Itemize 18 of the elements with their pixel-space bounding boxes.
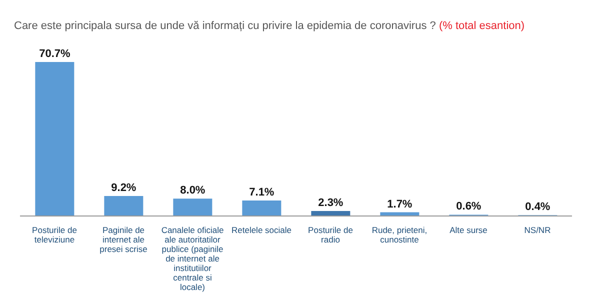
data-label: 2.3% [318,196,344,209]
x-tick-label: Canalele oficiale ale autoritatilor publice (paginile de internet ale institutiilor centrale si locale) [161,225,224,292]
x-tick-label: Retelele sociale [231,225,292,235]
data-label: 8.0% [180,184,206,197]
data-label: 7.1% [249,186,274,199]
x-tick-label: Rude, prieteni, cunostinte [372,225,428,244]
chart-title: Care este principala sursa de unde vă informați cu privire la epidemia de coronavirus ? [14,20,436,32]
data-label: 0.6% [456,200,482,213]
x-tick-label: Paginile de internet ale presei scrise [100,225,148,254]
chart-subtitle: (% total esantion) [438,20,525,32]
data-label: 0.4% [525,201,550,214]
x-tick-label: Posturile de televiziune [32,225,78,244]
x-tick-label: Posturile de radio [308,225,354,244]
x-tick-label: NS/NR [524,225,551,235]
data-label: 9.2% [111,182,136,194]
x-tick-label: Alte surse [450,225,488,235]
data-label: 1.7% [387,198,412,210]
data-label: 70.7% [39,48,70,60]
